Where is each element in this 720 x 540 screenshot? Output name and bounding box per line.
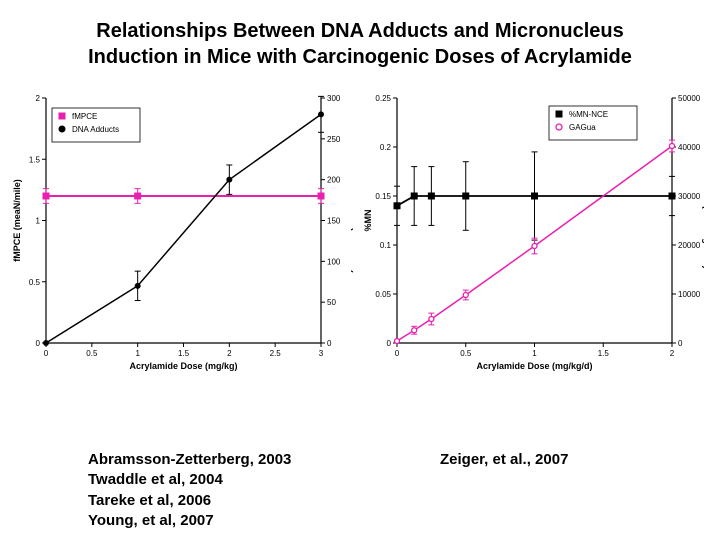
svg-text:0.05: 0.05 xyxy=(375,290,391,299)
svg-text:0.5: 0.5 xyxy=(460,349,472,358)
svg-text:0.15: 0.15 xyxy=(375,192,391,201)
reference-line: Twaddle et al, 2004 xyxy=(88,470,291,490)
svg-text:fMPCE: fMPCE xyxy=(72,112,97,121)
svg-text:1: 1 xyxy=(532,349,537,358)
svg-text:0: 0 xyxy=(387,339,392,348)
svg-text:GAGua (fmol/mg DNA): GAGua (fmol/mg DNA) xyxy=(702,172,704,269)
svg-text:50000: 50000 xyxy=(678,94,701,103)
svg-text:40000: 40000 xyxy=(678,143,701,152)
svg-text:50: 50 xyxy=(327,298,336,307)
svg-text:1: 1 xyxy=(36,217,41,226)
svg-text:0.1: 0.1 xyxy=(380,241,392,250)
title-line-1: Relationships Between DNA Adducts and Mi… xyxy=(20,18,700,44)
chart-right-svg: 00.511.5200.050.10.150.20.25010000200003… xyxy=(359,88,704,378)
svg-text:Acrylamide Dose (mg/kg): Acrylamide Dose (mg/kg) xyxy=(129,361,237,371)
svg-text:30000: 30000 xyxy=(678,192,701,201)
svg-text:200: 200 xyxy=(327,176,341,185)
reference-right-text: Zeiger, et al., 2007 xyxy=(440,451,568,468)
charts-row: 00.511.522.5300.511.52050100150200250300… xyxy=(0,74,720,383)
svg-text:0: 0 xyxy=(327,339,332,348)
svg-text:0.5: 0.5 xyxy=(29,278,41,287)
svg-text:250: 250 xyxy=(327,135,341,144)
svg-text:DNA Adducts (x10⁻⁹mal): DNA Adducts (x10⁻⁹mal) xyxy=(351,168,353,273)
svg-text:3: 3 xyxy=(319,349,324,358)
svg-text:%MN-NCE: %MN-NCE xyxy=(569,110,608,119)
reference-line: Tareke et al, 2006 xyxy=(88,491,291,511)
references-left: Abramsson-Zetterberg, 2003Twaddle et al,… xyxy=(88,450,291,531)
svg-text:300: 300 xyxy=(327,94,341,103)
reference-line: Abramsson-Zetterberg, 2003 xyxy=(88,450,291,470)
svg-text:0.25: 0.25 xyxy=(375,94,391,103)
svg-text:0: 0 xyxy=(395,349,400,358)
reference-line: Young, et al, 2007 xyxy=(88,511,291,531)
svg-text:20000: 20000 xyxy=(678,241,701,250)
svg-text:0: 0 xyxy=(678,339,683,348)
svg-text:fMPCE (meaN/mile): fMPCE (meaN/mile) xyxy=(12,179,22,262)
svg-text:1.5: 1.5 xyxy=(598,349,610,358)
svg-text:GAGua: GAGua xyxy=(569,123,596,132)
svg-text:0: 0 xyxy=(36,339,41,348)
svg-text:1.5: 1.5 xyxy=(29,155,41,164)
chart-left-svg: 00.511.522.5300.511.52050100150200250300… xyxy=(8,88,353,378)
svg-text:10000: 10000 xyxy=(678,290,701,299)
chart-left: 00.511.522.5300.511.52050100150200250300… xyxy=(8,88,353,383)
svg-text:0: 0 xyxy=(44,349,49,358)
title-line-2: Induction in Mice with Carcinogenic Dose… xyxy=(20,44,700,70)
svg-text:0.5: 0.5 xyxy=(86,349,98,358)
svg-text:1.5: 1.5 xyxy=(178,349,190,358)
svg-text:150: 150 xyxy=(327,217,341,226)
page-title: Relationships Between DNA Adducts and Mi… xyxy=(0,0,720,74)
svg-text:%MN: %MN xyxy=(363,210,373,232)
svg-text:2.5: 2.5 xyxy=(270,349,282,358)
svg-text:Acrylamide Dose (mg/kg/d): Acrylamide Dose (mg/kg/d) xyxy=(476,361,592,371)
references-right: Zeiger, et al., 2007 xyxy=(440,450,568,470)
svg-text:2: 2 xyxy=(36,94,41,103)
chart-right: 00.511.5200.050.10.150.20.25010000200003… xyxy=(359,88,704,383)
svg-text:DNA Adducts: DNA Adducts xyxy=(72,125,119,134)
svg-text:1: 1 xyxy=(135,349,140,358)
svg-text:100: 100 xyxy=(327,257,341,266)
svg-text:2: 2 xyxy=(227,349,232,358)
svg-text:2: 2 xyxy=(670,349,675,358)
svg-text:0.2: 0.2 xyxy=(380,143,392,152)
